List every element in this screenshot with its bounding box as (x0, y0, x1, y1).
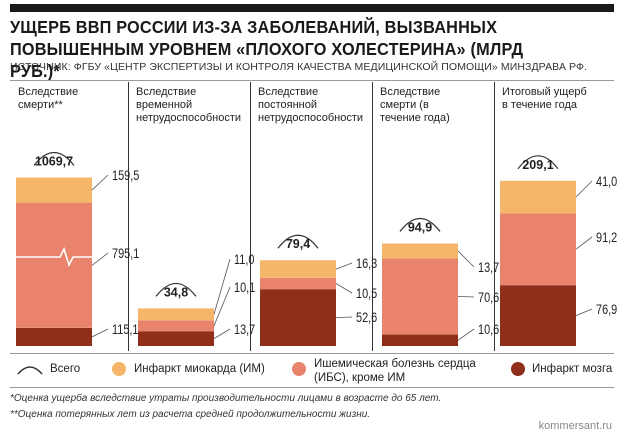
leader-line (457, 296, 475, 298)
legend-total-arc-icon (17, 366, 43, 375)
value-label-ihd: 10,1 (234, 280, 255, 296)
total-label: 79,4 (286, 237, 310, 251)
category-label: Вследствие смерти (в течение года) (380, 86, 450, 124)
value-label-ihd: 10,5 (356, 286, 377, 302)
value-label-ihd: 795,1 (112, 246, 139, 262)
value-label-mi: 41,0 (596, 174, 617, 190)
total-label: 209,1 (522, 158, 553, 172)
chart-title: УЩЕРБ ВВП РОССИИ ИЗ-ЗА ЗАБОЛЕВАНИЙ, ВЫЗВ… (10, 17, 524, 81)
value-label-ihd: 91,2 (596, 230, 617, 246)
leader-line (91, 174, 109, 191)
leader-line (457, 250, 475, 268)
bar-segment-stroke (138, 331, 214, 346)
total-arc-icon (399, 217, 441, 232)
top-bar (10, 4, 614, 12)
leader-line (213, 258, 231, 315)
legend-stroke-swatch (511, 362, 525, 376)
legend-ihd-label: Ишемическая болезнь сердца (ИБС), кроме … (314, 358, 476, 384)
legend-mi-label: Инфаркт миокарда (ИМ) (134, 363, 265, 375)
total-label: 1069,7 (35, 155, 73, 169)
bar-segment-stroke (260, 289, 336, 346)
value-label-mi: 159,5 (112, 168, 139, 184)
bar-segment-mi (138, 308, 214, 321)
total-arc-icon (155, 282, 197, 297)
value-label-mi: 11,0 (234, 252, 254, 268)
category-label: Вследствие смерти** (18, 86, 79, 111)
value-label-ihd: 70,6 (478, 290, 499, 306)
bar-segment-mi (260, 260, 336, 278)
leader-line (213, 328, 231, 339)
leader-line (213, 286, 231, 326)
bar-segment-ihd (382, 258, 458, 335)
leader-line (575, 180, 593, 198)
bar-segment-ihd (500, 213, 576, 286)
value-label-stroke: 76,9 (596, 302, 617, 318)
value-label-stroke: 115,1 (112, 322, 139, 338)
value-label-stroke: 10,6 (478, 322, 499, 338)
total-arc-icon (33, 151, 75, 166)
value-label-stroke: 52,6 (356, 310, 377, 326)
leader-line (335, 283, 353, 294)
bar-segment-mi (382, 243, 458, 259)
legend-mi-swatch (112, 362, 126, 376)
category-label: Итоговый ущерб в течение года (502, 86, 587, 111)
legend-ihd-swatch (292, 362, 306, 376)
leader-line (91, 252, 109, 266)
value-label-stroke: 13,7 (234, 322, 255, 338)
total-label: 34,8 (164, 285, 188, 299)
column-divider (372, 82, 373, 351)
total-arc-icon (277, 234, 319, 249)
credit: kommersant.ru (538, 420, 612, 432)
footnote-1: *Оценка ущерба вследствие утраты произво… (10, 393, 442, 404)
bar-segment-mi (500, 180, 576, 214)
category-label: Вследствие постоянной нетрудоспособности (258, 86, 364, 124)
total-label: 94,9 (408, 221, 432, 235)
divider-legend (10, 353, 614, 354)
bar-segment-ihd (138, 320, 214, 332)
leader-line (457, 328, 475, 341)
footnote-2: **Оценка потерянных лет из расчета средн… (10, 409, 371, 420)
leader-line (335, 316, 353, 318)
column-divider (494, 82, 495, 351)
leader-line (575, 308, 593, 316)
leader-line (575, 236, 593, 250)
value-label-mi: 16,3 (356, 256, 377, 272)
divider-top (10, 80, 614, 81)
legend-total-label: Всего (50, 363, 81, 375)
value-label-mi: 13,7 (478, 260, 499, 276)
column-divider (128, 82, 129, 351)
column-divider (250, 82, 251, 351)
bar-segment-stroke (16, 327, 92, 346)
bar-segment-ihd (260, 277, 336, 290)
divider-notes (10, 387, 614, 388)
category-label: Вследствие временной нетрудоспособности (136, 86, 242, 124)
bar-segment-stroke (382, 334, 458, 346)
total-arc-icon (517, 155, 559, 170)
bar-segment-ihd (16, 202, 92, 328)
bar-segment-stroke (500, 285, 576, 346)
leader-line (91, 328, 109, 338)
legend-stroke-label: Инфаркт мозга (532, 363, 613, 375)
leader-line (335, 262, 353, 270)
source-line: ИСТОЧНИК: ФГБУ «ЦЕНТР ЭКСПЕРТИЗЫ И КОНТР… (10, 61, 588, 73)
bar-segment-mi (16, 177, 92, 203)
scale-break-line (16, 246, 92, 268)
